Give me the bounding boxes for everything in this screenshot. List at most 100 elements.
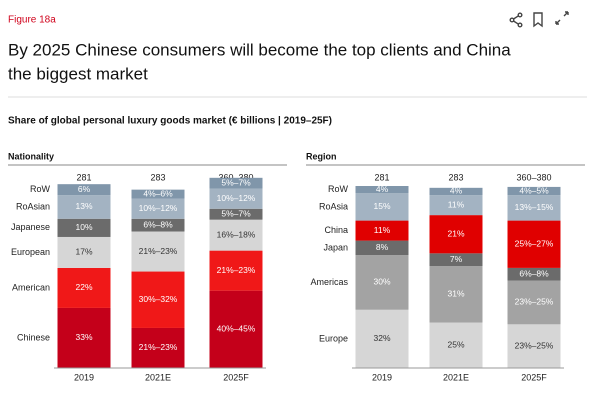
value-label: 33% [75,332,92,342]
bar-segment [507,195,561,221]
value-label: 21%–23% [139,246,178,256]
value-label: 11% [448,199,465,209]
value-label: 7% [450,254,463,264]
value-label: 10%–12% [217,193,256,203]
value-label: 21% [447,228,464,238]
series-name: China [324,225,348,235]
value-label: 40%–45% [217,324,256,334]
category-label: 2019 [372,372,392,382]
icon[interactable] [509,17,515,23]
series-name: American [12,282,50,292]
series-name: Chinese [17,332,50,342]
value-label: 25% [447,340,464,350]
value-label: 23%–25% [515,340,554,350]
value-label: 5%–7% [221,208,251,218]
bar-segment [131,231,185,272]
value-label: 4%–6% [143,188,173,198]
value-label: 6% [78,184,91,194]
bar-segment [355,240,409,256]
value-label: 13% [75,201,92,211]
category-label: 2021E [443,372,469,382]
value-label: 21%–23% [217,265,256,275]
value-label: 13%–15% [515,202,554,212]
value-label: 32% [373,333,390,343]
bar-segment [57,218,111,237]
value-label: 25%–27% [515,238,554,248]
value-label: 31% [447,289,464,299]
bar-segment [429,215,483,254]
bar-segment [57,267,111,308]
bar-segment [57,236,111,268]
series-name: Japanese [11,222,50,232]
share-icons [509,11,569,28]
value-label: 15% [373,201,390,211]
value-label: 10% [75,222,92,232]
bar-segment [131,327,185,368]
icon [513,15,519,25]
series-name: Americas [310,277,348,287]
bar-segment [131,189,185,199]
bar-segment [355,186,409,194]
series-name: RoW [30,184,51,194]
value-label: 5%–7% [221,178,251,188]
value-label: 21%–23% [139,342,178,352]
bar-segment [57,307,111,368]
bar-segment [355,255,409,310]
category-label: 2025F [521,372,547,382]
value-label: 11% [374,225,391,235]
value-label: 8% [376,242,389,252]
chart-title: Region [306,151,337,161]
value-label: 6%–8% [519,269,549,279]
total-label: 360–380 [218,172,253,182]
bar-segment [131,271,185,328]
expand-icon[interactable] [555,11,569,25]
value-label: 17% [75,247,92,257]
value-label: 23%–25% [515,297,554,307]
bar-segment [209,290,263,368]
icon [517,12,523,18]
bar-segment [507,267,561,281]
subtitle: Share of global personal luxury goods ma… [8,116,332,127]
icon [517,22,523,28]
chart-title: Nationality [8,151,54,161]
bar-segment [429,187,483,196]
total-label: 281 [76,172,91,182]
value-label: 4%–5% [519,185,549,195]
total-label: 283 [150,172,165,182]
value-label: 4% [450,186,463,196]
headline: the biggest market [8,64,148,83]
bar-segment [209,219,263,251]
value-label: 16%–18% [217,229,256,239]
series-name: RoW [328,184,349,194]
value-label: 30%–32% [139,294,178,304]
total-label: 281 [374,172,389,182]
bar-segment [57,195,111,219]
value-label: 10%–12% [139,203,178,213]
bar-segment [355,309,409,368]
bar-segment [507,186,561,196]
bar-segment [429,266,483,323]
bar-segment [131,198,185,219]
series-name: Europe [319,333,348,343]
bar-segment [429,195,483,216]
bar-segment [507,324,561,368]
bar-segment [209,177,263,189]
bar-segment [507,220,561,268]
series-name: Japan [323,242,348,252]
category-label: 2025F [223,372,249,382]
bar-segment [355,220,409,241]
bookmark-icon[interactable] [533,12,543,28]
bar-segment [209,250,263,291]
figure-label: Figure 18a [8,15,56,26]
headline: By 2025 Chinese consumers will become th… [8,40,511,59]
bar-segment [131,218,185,232]
total-label: 360–380 [516,172,551,182]
series-name: RoAsia [319,201,348,211]
bar-segment [429,322,483,368]
bar-segment [355,193,409,221]
bar-segment [57,184,111,196]
bar-segment [429,253,483,267]
category-label: 2021E [145,372,171,382]
value-label: 6%–8% [143,219,173,229]
